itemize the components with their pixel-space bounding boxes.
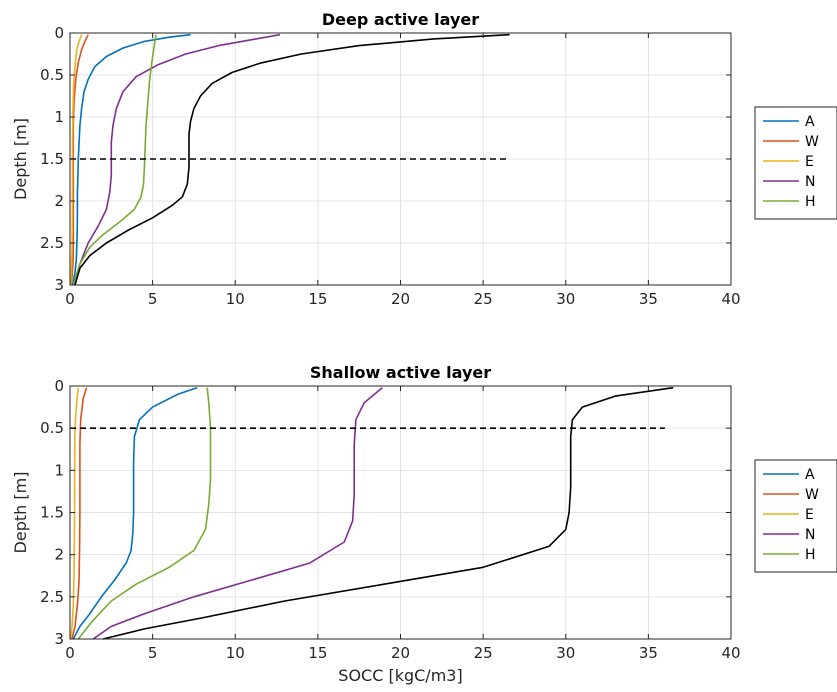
y-tick-label: 2 xyxy=(54,546,64,564)
x-tick-label: 20 xyxy=(391,644,410,662)
series-line-N xyxy=(72,33,281,286)
x-tick-label: 5 xyxy=(148,290,158,308)
y-tick-label: 1.5 xyxy=(40,150,64,168)
legend-label: A xyxy=(805,114,815,130)
x-tick-label: 10 xyxy=(226,290,245,308)
legend-box xyxy=(754,106,837,220)
y-tick-label: 1 xyxy=(54,108,64,126)
chart-title: Shallow active layer xyxy=(310,363,491,382)
x-tick-label: 40 xyxy=(721,644,740,662)
series-line-total xyxy=(102,386,674,640)
legend-label: N xyxy=(805,527,815,543)
legend-label: E xyxy=(805,507,814,523)
x-axis-label: SOCC [kgC/m3] xyxy=(338,666,462,685)
x-tick-label: 35 xyxy=(639,290,658,308)
chart-panel-shallow: 0 5 10 15 20 25 30 35 40 0 0.5 1 1.5 2 2.5 3 Shallow act… xyxy=(11,363,837,685)
x-tick-label: 25 xyxy=(474,290,493,308)
x-tick-label: 35 xyxy=(639,644,658,662)
legend-label: W xyxy=(805,134,819,150)
y-tick-label: 0 xyxy=(54,24,64,42)
x-tick-label: 15 xyxy=(308,290,327,308)
y-axis-label: Depth [m] xyxy=(11,118,30,200)
legend-label: N xyxy=(805,174,815,190)
series-line-W xyxy=(71,387,88,640)
y-tick-label: 2.5 xyxy=(40,588,64,606)
x-tick-label: 15 xyxy=(308,644,327,662)
x-tick-label: 30 xyxy=(556,644,575,662)
legend-label: H xyxy=(805,194,816,210)
x-tick-label: 10 xyxy=(226,644,245,662)
series-line-A xyxy=(71,33,191,286)
legend-box xyxy=(754,459,837,573)
x-tick-label: 30 xyxy=(556,290,575,308)
y-tick-label: 2 xyxy=(54,192,64,210)
x-tick-label: 20 xyxy=(391,290,410,308)
y-tick-label: 1.5 xyxy=(40,504,64,522)
x-tick-label: 5 xyxy=(148,644,158,662)
y-tick-label: 0.5 xyxy=(40,419,64,437)
y-tick-label: 1 xyxy=(54,461,64,479)
series-line-E xyxy=(69,34,83,286)
legend-label: A xyxy=(805,467,815,483)
series-line-H xyxy=(72,34,157,286)
y-tick-label: 3 xyxy=(54,630,64,648)
chart-title: Deep active layer xyxy=(322,10,479,29)
y-tick-label: 0 xyxy=(54,377,64,395)
chart-panel-deep: 0 5 10 15 20 25 30 35 40 0 0.5 1 1.5 2 2.5 3 Deep active… xyxy=(11,10,837,308)
y-tick-label: 0.5 xyxy=(40,66,64,84)
legend-label: H xyxy=(805,547,816,563)
series-line-total xyxy=(74,33,510,286)
x-tick-label: 40 xyxy=(721,290,740,308)
series-line-A xyxy=(72,386,198,640)
series-line-N xyxy=(92,387,383,640)
y-axis-label: Depth [m] xyxy=(11,472,30,554)
x-tick-label: 0 xyxy=(65,290,75,308)
series-line-E xyxy=(70,387,80,640)
x-tick-label: 25 xyxy=(474,644,493,662)
y-tick-label: 3 xyxy=(54,276,64,294)
legend-label: W xyxy=(805,487,819,503)
x-tick-label: 0 xyxy=(65,644,75,662)
legend-label: E xyxy=(805,154,814,170)
y-tick-label: 2.5 xyxy=(40,234,64,252)
